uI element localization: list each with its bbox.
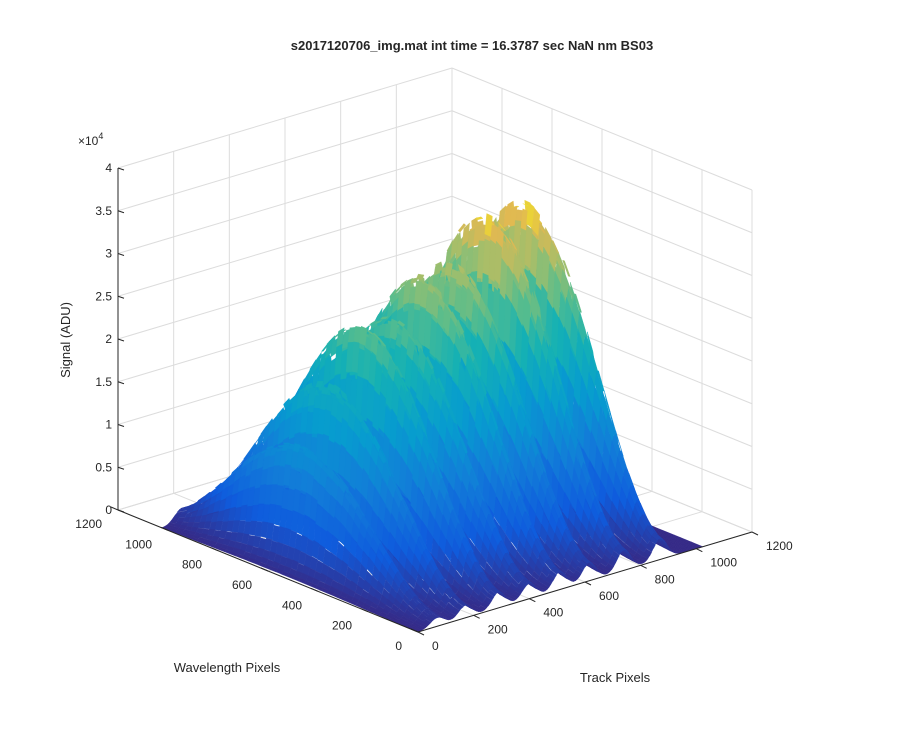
grid-line (117, 195, 453, 297)
chart-title: s2017120706_img.mat int time = 16.3787 s… (291, 38, 653, 53)
surface-patch (233, 467, 242, 483)
surface-patch (230, 467, 239, 477)
surface (161, 199, 704, 633)
grid-line (451, 110, 753, 234)
surface-patch (474, 216, 484, 221)
surface-patch (237, 474, 246, 493)
surface-patch (256, 429, 265, 449)
surface-patch (249, 468, 258, 488)
grid-line (117, 238, 453, 340)
surface-patch (220, 485, 229, 501)
surface-patch (457, 223, 467, 233)
grid-line (117, 153, 453, 254)
grid-line (451, 67, 753, 191)
surface-patch (247, 453, 256, 465)
surface-patch (324, 337, 334, 359)
surface-patch (192, 503, 201, 512)
surface-patch (205, 490, 214, 501)
surface-patch (296, 389, 305, 410)
surface-patch (247, 445, 256, 457)
grid-line (117, 110, 453, 212)
surface-patch (275, 407, 284, 419)
surface-patch (450, 232, 459, 261)
grid-line (451, 153, 753, 276)
surface-patch (264, 447, 273, 457)
surface-patch (182, 505, 191, 512)
surface-patch (387, 293, 396, 305)
surface-patch (268, 416, 277, 437)
surface-patch (224, 494, 233, 510)
grid-line (117, 67, 453, 169)
surface-patch (256, 453, 265, 470)
surface-patch (212, 499, 222, 513)
